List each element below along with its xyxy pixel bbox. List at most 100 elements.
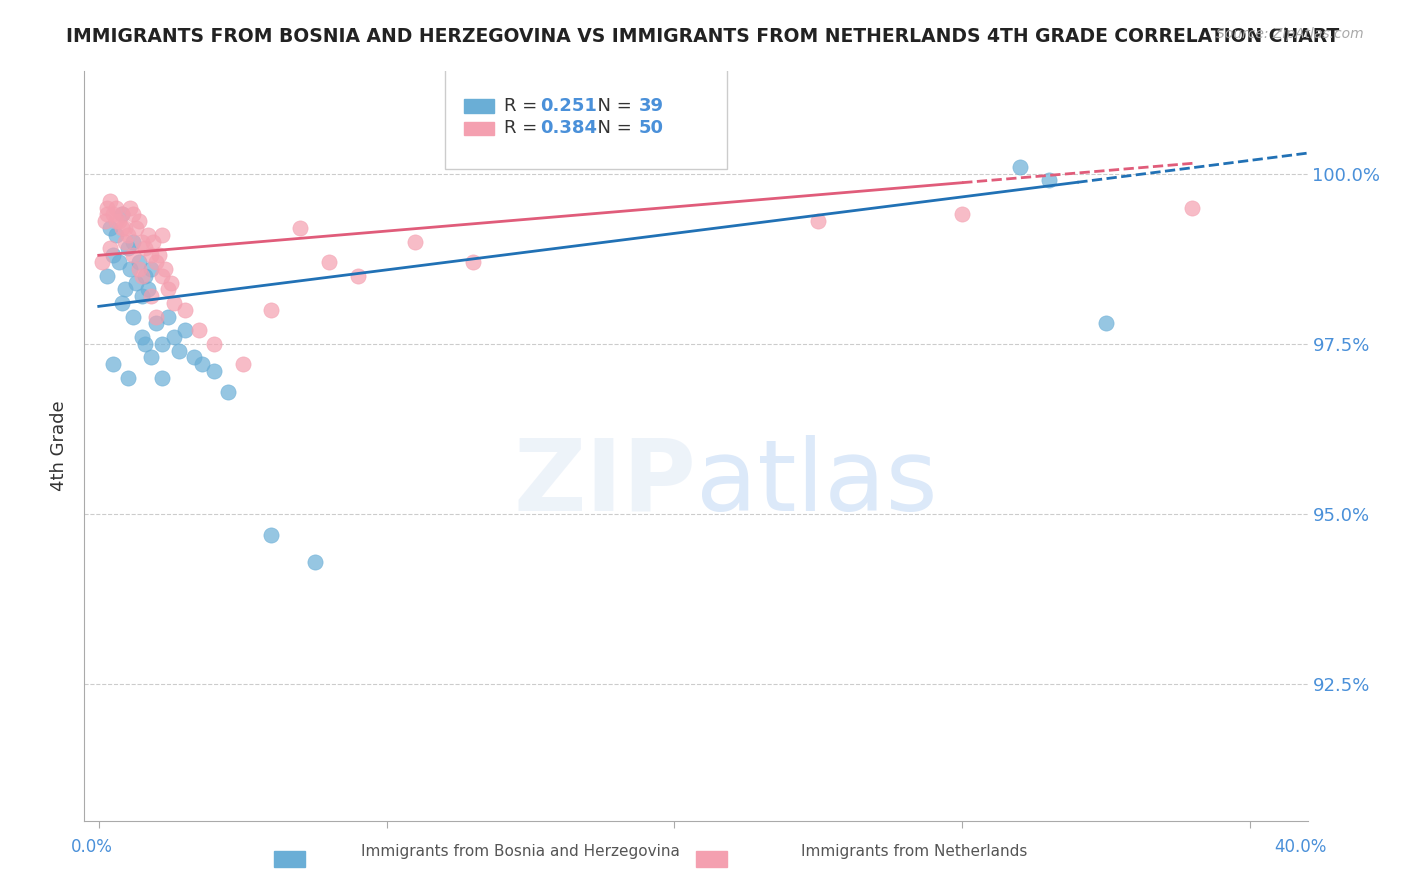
Point (260, 527, 283, 541)
FancyBboxPatch shape (446, 53, 727, 169)
Point (101, 207, 124, 221)
Text: Immigrants from Bosnia and Herzegovina: Immigrants from Bosnia and Herzegovina (361, 845, 679, 859)
Point (1095, 317, 1118, 331)
Point (131, 235, 153, 249)
FancyBboxPatch shape (274, 851, 305, 867)
Point (156, 310, 179, 324)
Point (145, 310, 167, 324)
Point (98, 194, 121, 208)
Text: 0.0%: 0.0% (70, 838, 112, 855)
Point (120, 201, 142, 215)
Point (117, 242, 139, 256)
Y-axis label: 4th Grade: 4th Grade (51, 401, 69, 491)
Text: 40.0%: 40.0% (1274, 838, 1327, 855)
Point (105, 227, 128, 242)
Point (131, 268, 153, 283)
Point (318, 255, 340, 269)
Point (139, 261, 162, 276)
FancyBboxPatch shape (464, 121, 494, 135)
Point (93, 214, 115, 228)
Point (156, 282, 179, 296)
Point (153, 261, 176, 276)
Point (122, 248, 145, 262)
Point (183, 351, 205, 365)
Point (98, 221, 121, 235)
Point (290, 221, 312, 235)
Point (128, 255, 150, 269)
Point (461, 255, 484, 269)
Text: R =: R = (503, 97, 543, 115)
Point (202, 364, 225, 378)
Text: 50: 50 (638, 120, 664, 137)
Point (202, 336, 225, 351)
Point (117, 371, 139, 385)
Point (150, 268, 173, 283)
Text: N =: N = (586, 120, 637, 137)
Point (169, 343, 191, 358)
Text: Source: ZipAtlas.com: Source: ZipAtlas.com (1216, 27, 1364, 41)
Point (174, 323, 197, 337)
Point (111, 207, 134, 221)
FancyBboxPatch shape (696, 851, 727, 867)
Text: N =: N = (586, 97, 637, 115)
Point (150, 336, 173, 351)
Point (128, 214, 150, 228)
Point (139, 351, 162, 365)
Point (260, 302, 283, 317)
Point (98, 242, 121, 256)
Point (101, 248, 124, 262)
Point (105, 214, 128, 228)
Point (125, 221, 148, 235)
Point (122, 235, 145, 249)
Point (128, 261, 150, 276)
Point (96, 207, 118, 221)
Point (114, 235, 136, 249)
Text: ZIP: ZIP (513, 435, 696, 532)
Point (131, 289, 153, 303)
Point (139, 248, 162, 262)
Point (148, 248, 170, 262)
Text: 0.384: 0.384 (541, 120, 598, 137)
Point (136, 227, 159, 242)
Point (96, 268, 118, 283)
Point (122, 207, 145, 221)
Point (188, 323, 211, 337)
Point (120, 261, 142, 276)
Text: 39: 39 (638, 97, 664, 115)
Point (136, 282, 159, 296)
Point (105, 201, 128, 215)
Point (1181, 201, 1204, 215)
Point (162, 330, 184, 344)
Text: R =: R = (503, 120, 543, 137)
Point (1038, 173, 1060, 187)
Point (90, 255, 112, 269)
Point (101, 357, 124, 371)
Point (191, 357, 214, 371)
Point (117, 227, 139, 242)
Point (150, 227, 173, 242)
Text: Immigrants from Netherlands: Immigrants from Netherlands (800, 845, 1028, 859)
Point (150, 371, 173, 385)
Point (159, 276, 181, 290)
Text: 0.251: 0.251 (541, 97, 598, 115)
Point (139, 289, 162, 303)
Point (162, 296, 184, 310)
Point (404, 235, 426, 249)
Point (108, 255, 131, 269)
Text: IMMIGRANTS FROM BOSNIA AND HERZEGOVINA VS IMMIGRANTS FROM NETHERLANDS 4TH GRADE : IMMIGRANTS FROM BOSNIA AND HERZEGOVINA V… (66, 27, 1340, 45)
Point (131, 330, 153, 344)
Point (142, 235, 165, 249)
Point (950, 207, 973, 221)
Point (125, 276, 148, 290)
Point (122, 310, 145, 324)
Point (217, 384, 239, 399)
Point (111, 207, 134, 221)
Point (111, 221, 134, 235)
Point (145, 255, 167, 269)
Text: atlas: atlas (696, 435, 938, 532)
Point (96, 201, 118, 215)
Point (108, 214, 131, 228)
Point (114, 282, 136, 296)
Point (346, 268, 368, 283)
Point (134, 336, 156, 351)
